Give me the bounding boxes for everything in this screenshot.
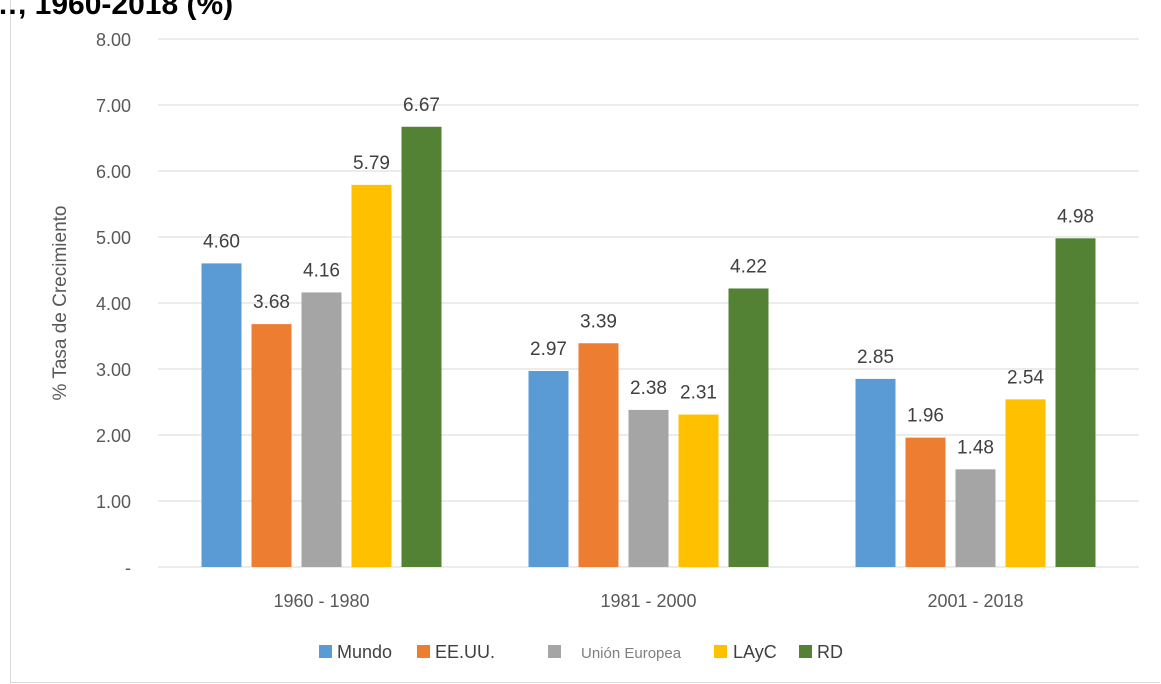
bar [351,184,392,568]
data-label: 2.54 [1007,367,1044,388]
legend-label: RD [817,642,843,662]
bar-series [201,126,1096,568]
data-label: 2.38 [630,378,667,399]
legend-label: EE.UU. [435,642,495,662]
y-tick-label: 6.00 [96,162,131,182]
y-axis-ticks: - 1.00 2.00 3.00 4.00 5.00 6.00 7.00 8.00 [96,30,131,578]
bar [678,414,719,567]
data-label: 5.79 [353,153,390,174]
y-axis-label: % Tasa de Crecimiento [50,205,71,400]
data-label: 2.31 [680,383,717,404]
data-label: 2.85 [857,347,894,368]
legend-label: Unión Europea [581,645,682,662]
y-tick-label: 2.00 [96,426,131,446]
legend-label: LAyC [733,642,777,662]
legend: Mundo EE.UU. Unión Europea LAyC RD [319,642,843,662]
y-tick-label: 7.00 [96,96,131,116]
chart-frame [10,0,1160,683]
bar [1055,238,1096,567]
data-label: 4.60 [203,231,240,252]
data-label: 3.68 [253,292,290,313]
legend-swatch [548,645,561,658]
legend-swatch [714,645,727,658]
bar [528,370,569,567]
data-label: 1.96 [907,406,944,427]
x-tick-label: 1981 - 2000 [600,591,696,611]
legend-label: Mundo [337,642,392,662]
y-tick-label: - [125,558,131,578]
data-label: 4.98 [1057,206,1094,227]
data-labels: 4.60 3.68 4.16 5.79 6.67 2.97 3.39 2.38 2.31 4.22… [203,95,1094,459]
bar [628,409,669,567]
bar [855,378,896,567]
legend-swatch [319,645,332,658]
legend-swatch [799,645,812,658]
data-label: 4.22 [730,256,767,277]
x-tick-label: 1960 - 1980 [273,591,369,611]
data-label: 6.67 [403,95,440,116]
bar [201,263,242,567]
y-tick-label: 3.00 [96,360,131,380]
data-label: 4.16 [303,260,340,281]
page-title: …, 1960-2018 (%) [0,0,234,21]
x-axis-ticks: 1960 - 1980 1981 - 2000 2001 - 2018 [273,591,1023,611]
x-tick-label: 2001 - 2018 [927,591,1023,611]
data-label: 2.97 [530,339,567,360]
bar [728,288,769,567]
title-strip: …, 1960-2018 (%) [0,0,1161,44]
bar [578,343,619,567]
legend-swatch [417,645,430,658]
bar [401,126,442,567]
y-tick-label: 1.00 [96,492,131,512]
bar [1005,399,1046,567]
bar [955,469,996,567]
bar [301,292,342,567]
data-label: 1.48 [957,437,994,458]
bar [251,324,292,567]
y-tick-label: 8.00 [96,30,131,50]
bar [905,437,946,567]
y-tick-label: 4.00 [96,294,131,314]
y-tick-label: 5.00 [96,228,131,248]
data-label: 3.39 [580,311,617,332]
